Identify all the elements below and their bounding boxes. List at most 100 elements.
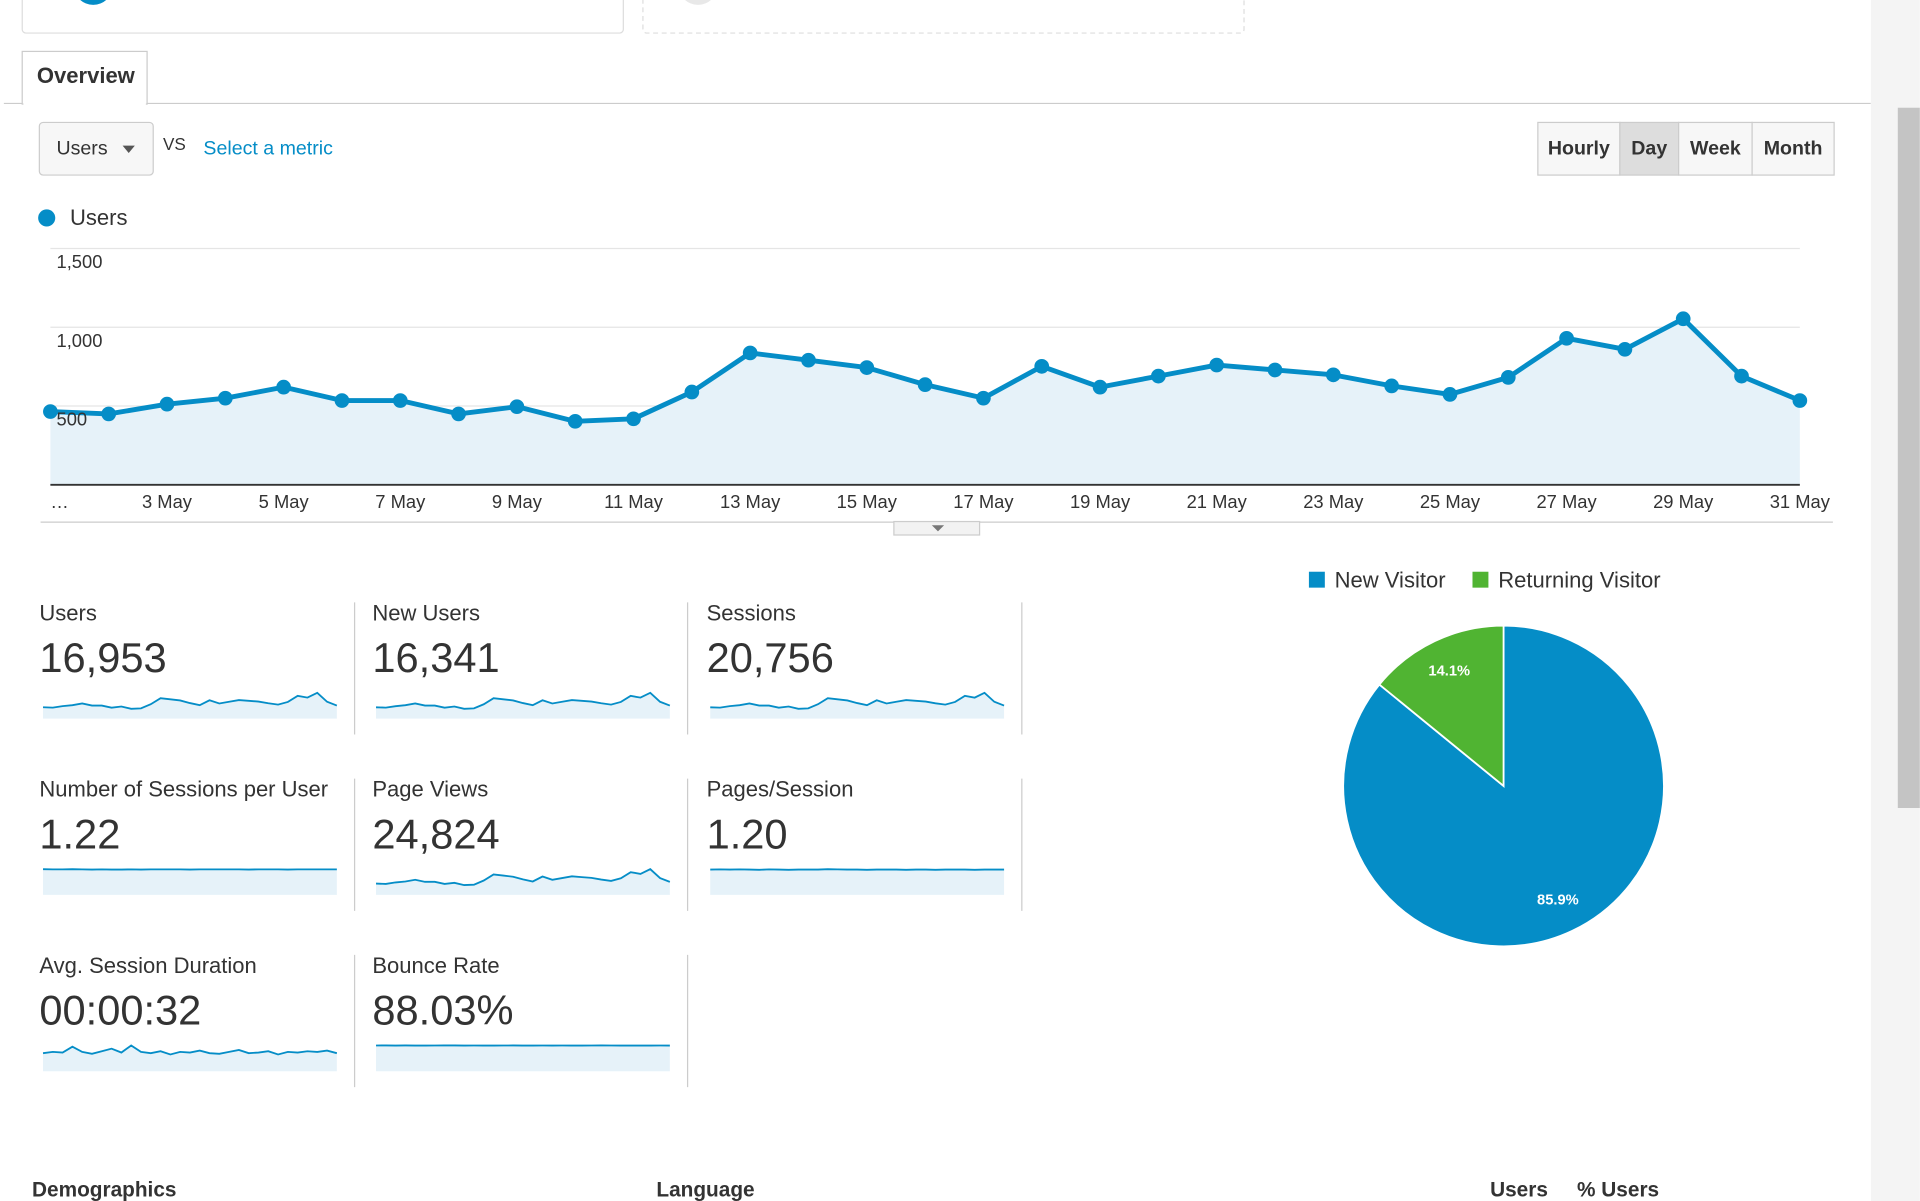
period-label: Month [1764,138,1823,160]
tab-cover [23,101,146,106]
scrollbar-thumb[interactable] [1897,107,1920,809]
metric-label: Page Views [372,777,488,802]
metric-value: 00:00:32 [39,987,201,1034]
x-tick-label: 5 May [259,491,310,512]
legend-swatch [1472,571,1489,588]
point[interactable] [859,360,875,375]
point[interactable] [1384,378,1399,394]
point[interactable] [217,390,233,406]
metric-value: 20,756 [707,634,834,681]
point[interactable] [1151,368,1166,384]
y-tick-label: 1,000 [56,330,102,351]
card [21,0,624,34]
point[interactable] [1675,311,1691,327]
point[interactable] [159,396,175,412]
period-button[interactable] [1619,121,1680,176]
icon [80,0,107,5]
legend-marker [38,209,56,227]
sparkline [375,691,671,710]
point[interactable] [1500,370,1516,385]
metrics: Users 16,953 New Users 16,341 Sessions 20,756… [39,600,1023,1088]
point[interactable] [1209,357,1225,373]
sparkline-area [376,692,670,719]
metric-value: 16,953 [39,634,166,681]
dropdown-label: Users [56,138,107,160]
card-placeholder [642,0,1245,34]
metric-dropdown[interactable] [38,121,154,176]
sparkline [375,868,671,887]
legend-label: Users [70,205,128,230]
point[interactable] [101,406,117,422]
point[interactable] [976,390,991,406]
point[interactable] [801,352,816,368]
area [50,318,1800,485]
period-button[interactable] [1537,121,1621,176]
point[interactable] [1267,362,1283,378]
sparkline [710,868,1005,871]
metric-label: Sessions [707,600,796,625]
point[interactable] [1092,379,1108,395]
point[interactable] [626,411,641,427]
point[interactable] [509,399,525,415]
period-label: Week [1690,138,1741,160]
vs-label: VS [163,134,186,154]
metric-value: 1.20 [707,810,788,857]
sparkline-area [376,869,670,895]
point[interactable] [917,377,933,392]
period-label: Hourly [1548,138,1610,160]
content-bg [0,0,1871,1201]
point[interactable] [742,345,758,361]
point[interactable] [1792,393,1808,408]
line-chart: Users 500 1,000 1,500 … 3 May 5 May 7 May 9 May 1… [38,205,1831,512]
point[interactable] [1325,367,1341,383]
point[interactable] [334,393,350,408]
column-header: Users [1490,1179,1548,1201]
x-tick-label: 25 May [1420,491,1481,512]
x-tick-label: 21 May [1187,491,1248,512]
point[interactable] [1442,387,1458,402]
legend-swatch [1308,571,1325,588]
point[interactable] [43,404,58,419]
point[interactable] [684,384,700,400]
pie-chart: New Visitor Returning Visitor 85.9% 14.1% [1308,567,1665,948]
x-tick-label: 13 May [720,491,781,512]
point[interactable] [1734,368,1749,384]
point[interactable] [276,379,291,395]
metric-label: New Users [372,600,480,625]
sparkline [42,691,338,710]
x-tick-label: 27 May [1536,491,1597,512]
x-tick-label: 15 May [837,491,898,512]
x-tick-label: 7 May [375,491,426,512]
section-title: Language [656,1179,754,1201]
point[interactable] [1617,341,1633,357]
point[interactable] [392,393,408,408]
point[interactable] [567,413,583,429]
metric-label: Users [39,600,96,625]
point[interactable] [1559,330,1574,346]
tab[interactable] [21,50,148,105]
tab-label: Overview [37,63,136,88]
x-tick-label: 3 May [142,491,193,512]
pie-slice[interactable] [1378,624,1505,788]
point[interactable] [1034,359,1050,374]
slice-label: 14.1% [1428,663,1470,679]
column-header: % Users [1577,1179,1659,1201]
sparkline-area [710,869,1005,895]
period-button[interactable] [1751,121,1835,176]
metric-label: Number of Sessions per User [39,777,328,802]
x-tick-label: 23 May [1303,491,1364,512]
x-tick-label: … [50,491,68,512]
period-label: Day [1631,138,1667,160]
metric-label: Bounce Rate [372,953,499,978]
legend-label: New Visitor [1335,567,1446,592]
section-title: Demographics [32,1179,176,1201]
x-tick-label: 19 May [1070,491,1131,512]
select-metric-link[interactable]: Select a metric [203,138,333,160]
metric-label: Avg. Session Duration [39,953,256,978]
point[interactable] [451,406,466,422]
x-tick-label: 17 May [953,491,1014,512]
metric-value: 24,824 [372,810,499,857]
collapse-arrow [931,525,945,532]
